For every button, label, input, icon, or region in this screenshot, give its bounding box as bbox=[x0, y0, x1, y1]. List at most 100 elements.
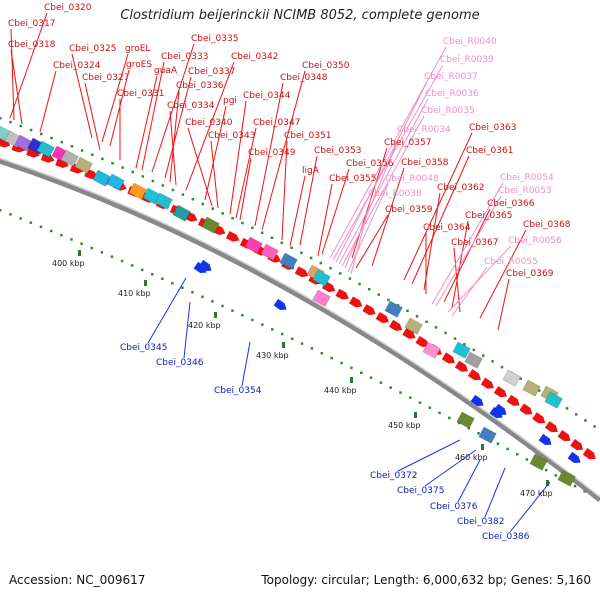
scale-dot bbox=[358, 282, 361, 286]
callout-line-rna bbox=[344, 134, 401, 269]
reverse-gene-label: Cbei_0345 bbox=[120, 343, 167, 353]
scale-dot bbox=[261, 323, 264, 326]
scale-dot bbox=[428, 406, 432, 409]
callout-line bbox=[299, 155, 318, 246]
scale-dot bbox=[477, 432, 480, 435]
reverse-gene-arrow bbox=[273, 298, 287, 310]
scale-dot bbox=[29, 128, 33, 132]
scale-dot bbox=[482, 354, 485, 357]
scale-dot bbox=[280, 332, 284, 336]
scale-dot bbox=[290, 337, 294, 341]
scale-dot bbox=[434, 326, 438, 329]
gene-block bbox=[312, 269, 332, 287]
callout-line-rna bbox=[347, 183, 389, 273]
forward-gene-label: Cbei_0369 bbox=[506, 269, 554, 279]
scale-dot bbox=[231, 216, 234, 220]
callout-line bbox=[235, 127, 257, 219]
forward-gene-label: Cbei_0364 bbox=[423, 223, 471, 233]
callout-line bbox=[135, 75, 158, 169]
rna-gene-label: Cbei_R0034 bbox=[397, 125, 451, 135]
scale-tick-mark bbox=[282, 342, 285, 348]
gene-block bbox=[154, 192, 174, 210]
forward-gene-label: Cbei_0337 bbox=[188, 67, 235, 77]
scale-dot bbox=[583, 490, 586, 493]
scale-dot bbox=[554, 474, 558, 477]
accession-text: Accession: NC_009617 bbox=[9, 573, 146, 587]
scale-dot bbox=[300, 251, 303, 255]
gene-block bbox=[502, 369, 522, 387]
reverse-gene-label: Cbei_0382 bbox=[457, 517, 504, 527]
scale-dot bbox=[500, 365, 504, 369]
scale-dot bbox=[290, 246, 293, 250]
forward-gene-label: Cbei_0325 bbox=[69, 44, 116, 54]
rna-gene-label: Cbei_R0038 bbox=[368, 189, 422, 199]
scale-dot bbox=[406, 309, 409, 313]
reverse-gene-arrow bbox=[538, 433, 552, 445]
callout-line bbox=[187, 127, 213, 207]
forward-gene-label: Cbei_0362 bbox=[437, 183, 484, 193]
callout-line-reverse bbox=[241, 341, 251, 387]
forward-gene-arrow bbox=[570, 438, 584, 451]
reverse-gene-arrow bbox=[567, 451, 581, 463]
rna-gene-label: Cbei_R0055 bbox=[484, 257, 538, 267]
forward-gene-arrow bbox=[402, 327, 416, 339]
scale-dot bbox=[130, 264, 134, 267]
forward-gene-label: groES bbox=[126, 60, 152, 70]
reverse-gene-label: Cbei_0375 bbox=[397, 486, 444, 496]
scale-dot bbox=[19, 217, 22, 220]
forward-gene-label: Cbei_0348 bbox=[280, 73, 328, 83]
scale-dot bbox=[140, 268, 144, 272]
forward-gene-arrow bbox=[40, 152, 55, 163]
callout-line bbox=[261, 70, 306, 231]
scale-dot bbox=[0, 117, 2, 120]
forward-gene-label: groEL bbox=[125, 44, 150, 54]
scale-dot bbox=[80, 242, 83, 245]
scale-dot bbox=[110, 255, 114, 258]
forward-gene-label: Cbei_0350 bbox=[302, 61, 350, 71]
forward-gene-arrow bbox=[441, 352, 455, 364]
scale-dot bbox=[300, 342, 304, 345]
forward-gene-label: pgi bbox=[223, 96, 237, 106]
scale-dot bbox=[467, 426, 471, 430]
scale-dot bbox=[231, 309, 234, 312]
scale-dot bbox=[491, 360, 494, 363]
scale-dot bbox=[49, 229, 53, 233]
forward-gene-label: Cbei_0340 bbox=[185, 118, 233, 128]
forward-gene-label: Cbei_0342 bbox=[231, 52, 278, 62]
scale-dot bbox=[270, 236, 274, 239]
gene-block bbox=[452, 341, 472, 359]
scale-dot bbox=[338, 272, 342, 275]
gene-block bbox=[404, 317, 424, 335]
callout-line-rna bbox=[435, 195, 502, 307]
genome-backbone bbox=[0, 158, 600, 502]
scale-dot bbox=[320, 351, 324, 355]
gene-block bbox=[422, 341, 442, 359]
gene-block bbox=[384, 300, 404, 318]
forward-gene-label: Cbei_0336 bbox=[176, 81, 224, 91]
scale-dot bbox=[330, 356, 333, 360]
scale-dot bbox=[241, 221, 244, 225]
forward-gene-label: Cbei_0344 bbox=[243, 91, 291, 101]
gene-block bbox=[128, 182, 148, 200]
scale-dot bbox=[329, 266, 332, 270]
scale-dot bbox=[350, 366, 353, 370]
scale-tick-mark bbox=[350, 377, 353, 383]
callout-line bbox=[317, 183, 333, 257]
gene-block bbox=[312, 289, 332, 307]
forward-gene-label: Cbei_0333 bbox=[161, 52, 208, 62]
forward-gene-arrow bbox=[388, 319, 403, 331]
scale-dot bbox=[251, 318, 254, 322]
scale-dot bbox=[438, 411, 441, 415]
gene-block bbox=[260, 243, 280, 261]
callout-line bbox=[479, 229, 527, 319]
forward-gene-label: Cbei_0368 bbox=[523, 220, 571, 230]
gene-block bbox=[36, 140, 56, 158]
scale-dot bbox=[50, 136, 53, 140]
forward-gene-arrow bbox=[532, 412, 546, 424]
scale-dot bbox=[70, 145, 74, 148]
forward-gene-label: Cbei_0349 bbox=[248, 148, 296, 158]
forward-gene-label: Cbei_0361 bbox=[466, 146, 513, 156]
forward-gene-label: Cbei_0317 bbox=[8, 19, 55, 29]
forward-gene-label: Cbei_0359 bbox=[385, 205, 433, 215]
